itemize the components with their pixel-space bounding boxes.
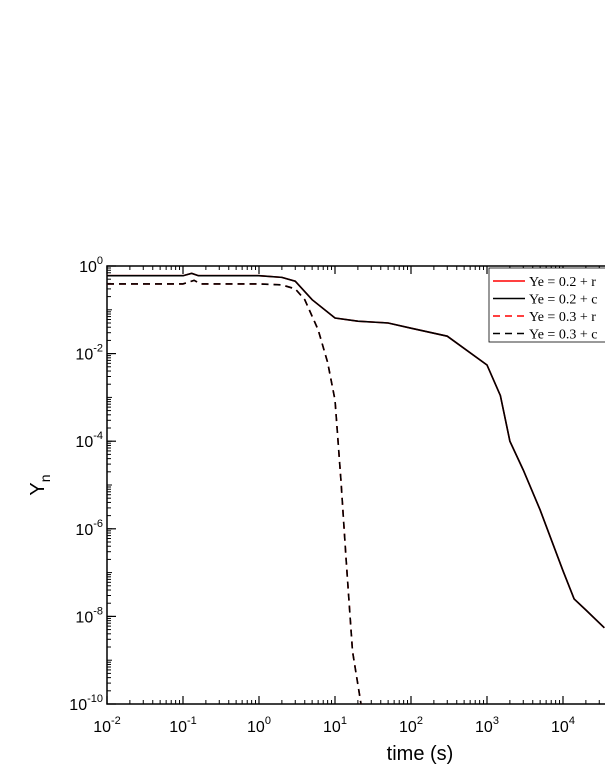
y-tick-label: 10-10	[69, 693, 103, 714]
x-tick-base: 10	[551, 719, 569, 736]
y-tick-exponent: -2	[93, 343, 103, 355]
x-tick-exponent: -1	[187, 715, 197, 727]
y-tick-base: 10	[75, 347, 93, 364]
y-tick-label: 10-8	[75, 605, 103, 626]
legend-label: Ye = 0.3 + c	[529, 328, 597, 343]
y-tick-exponent: -6	[93, 518, 103, 530]
x-tick-label: 103	[475, 715, 499, 736]
x-tick-label: 101	[323, 715, 347, 736]
y-tick-base: 10	[75, 609, 93, 626]
x-axis-label: time (s)	[387, 743, 454, 765]
x-tick-base: 10	[399, 719, 417, 736]
series-line	[107, 279, 362, 705]
y-tick-base: 10	[75, 434, 93, 451]
x-tick-base: 10	[169, 719, 187, 736]
legend-label: Ye = 0.2 + c	[529, 293, 597, 308]
y-tick-label: 10-4	[75, 430, 103, 451]
y-tick-base: 10	[79, 259, 97, 276]
x-tick-base: 10	[247, 719, 265, 736]
x-tick-exponent: 2	[417, 715, 423, 727]
y-tick-label: 10-2	[75, 343, 103, 364]
x-tick-label: 100	[247, 715, 271, 736]
x-tick-base: 10	[93, 719, 111, 736]
y-tick-base: 10	[75, 522, 93, 539]
x-tick-label: 10-2	[93, 715, 121, 736]
y-tick-label: 100	[79, 255, 103, 276]
y-tick-base: 10	[69, 697, 87, 714]
y-tick-label: 10-6	[75, 518, 103, 539]
x-tick-exponent: 1	[341, 715, 347, 727]
x-tick-label: 104	[551, 715, 575, 736]
legend-label: Ye = 0.3 + r	[529, 310, 596, 325]
y-tick-exponent: -10	[87, 693, 103, 705]
y-axis-label-sub: n	[37, 474, 53, 482]
y-tick-exponent: -4	[93, 430, 103, 442]
x-tick-label: 10-1	[169, 715, 197, 736]
x-tick-exponent: 0	[265, 715, 271, 727]
x-tick-base: 10	[323, 719, 341, 736]
y-axis-label: Yn	[27, 474, 53, 495]
series-line	[107, 272, 605, 629]
x-tick-label: 102	[399, 715, 423, 736]
x-tick-exponent: -2	[111, 715, 121, 727]
y-axis-label-main: Y	[27, 482, 49, 495]
x-tick-exponent: 4	[569, 715, 575, 727]
y-tick-exponent: -8	[93, 605, 103, 617]
y-tick-exponent: 0	[97, 255, 103, 267]
legend-label: Ye = 0.2 + r	[529, 275, 596, 290]
x-tick-exponent: 3	[493, 715, 499, 727]
x-tick-base: 10	[475, 719, 493, 736]
